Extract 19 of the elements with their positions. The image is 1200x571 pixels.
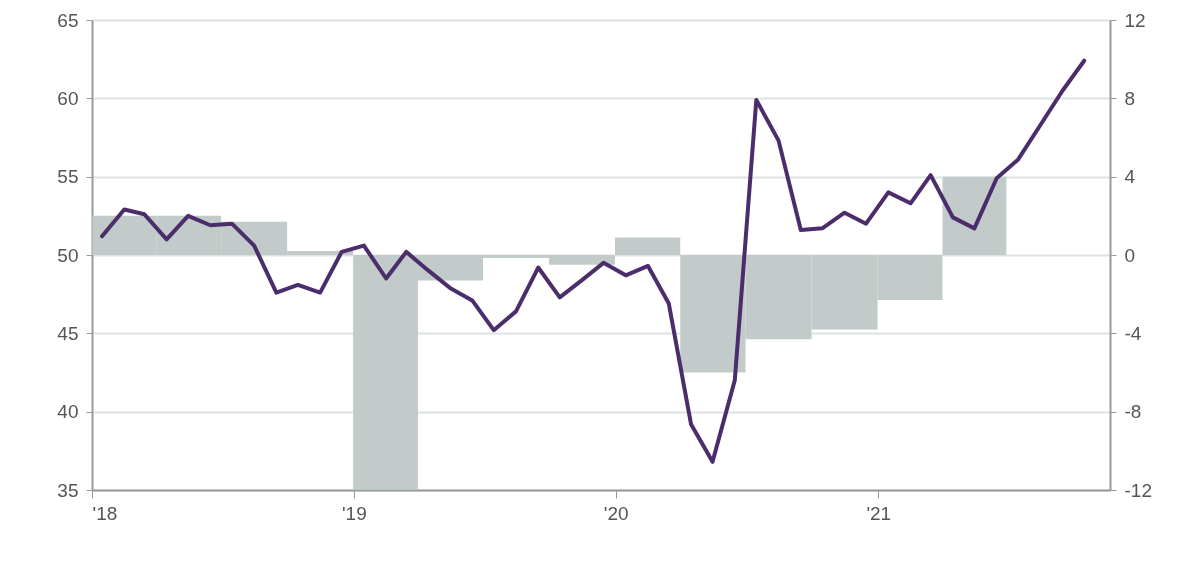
x-tick-label: '19 (341, 502, 367, 524)
y-tick-label: 35 (57, 479, 79, 501)
y-tick-label: 55 (57, 166, 79, 188)
y2-tick-label: -4 (1124, 322, 1142, 344)
y2-tick-label: 12 (1124, 9, 1146, 31)
y2-tick-label: 0 (1124, 244, 1136, 266)
y2-tick-label: 8 (1124, 87, 1136, 109)
x-tick-label: '18 (92, 502, 118, 524)
y-tick-label: 40 (57, 401, 79, 423)
y-tick-label: 45 (57, 322, 79, 344)
y2-tick-label: 4 (1124, 166, 1136, 188)
x-tick-label: '21 (866, 502, 892, 524)
y-tick-label: 65 (57, 9, 79, 31)
y-tick-label: 60 (57, 87, 79, 109)
y-tick-label: 50 (57, 244, 79, 266)
x-tick-label: '20 (603, 502, 629, 524)
line-series (100, 58, 1087, 464)
y2-tick-label: -12 (1124, 479, 1152, 501)
y2-tick-label: -8 (1124, 401, 1142, 423)
